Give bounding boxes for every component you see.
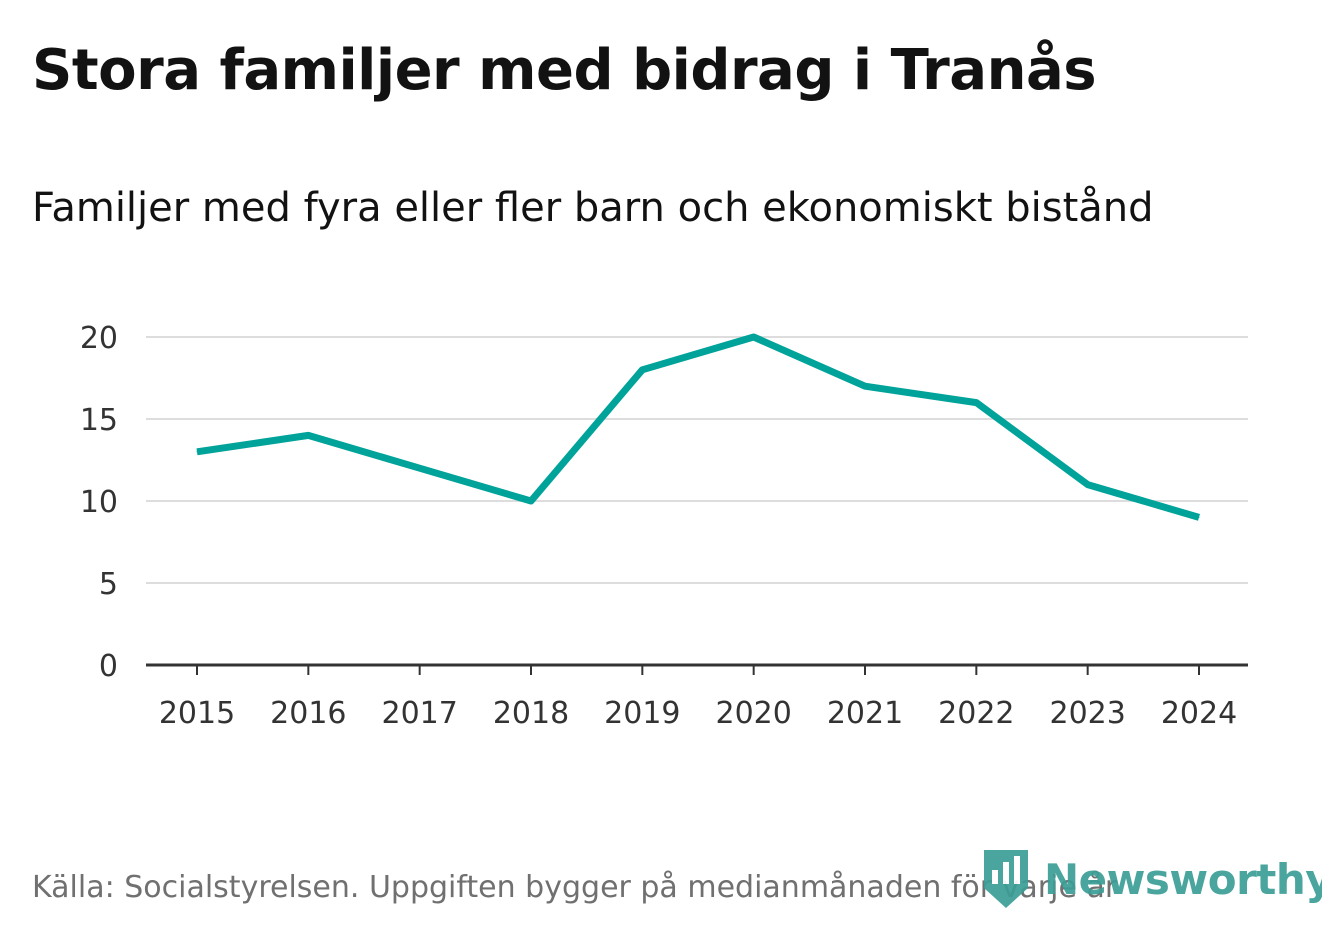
data-point	[1087, 484, 1089, 486]
data-point	[196, 451, 198, 453]
data-point	[641, 369, 643, 371]
x-tick-label: 2015	[159, 696, 235, 731]
y-tick-label: 15	[80, 403, 118, 438]
data-point	[1198, 516, 1200, 518]
data-point	[419, 467, 421, 469]
source-note: Källa: Socialstyrelsen. Uppgiften bygger…	[32, 870, 1118, 905]
y-tick-label: 20	[80, 321, 118, 356]
data-point	[530, 500, 532, 502]
y-tick-label: 10	[80, 485, 118, 520]
chart-title: Stora familjer med bidrag i Tranås	[32, 38, 1097, 103]
data-point	[307, 434, 309, 436]
x-tick-label: 2019	[604, 696, 680, 731]
data-point	[975, 402, 977, 404]
x-tick-label: 2016	[270, 696, 346, 731]
brand-name: Newsworthy	[1044, 854, 1322, 904]
x-tick-label: 2023	[1049, 696, 1125, 731]
x-tick-label: 2024	[1161, 696, 1237, 731]
x-tick-label: 2017	[381, 696, 457, 731]
x-tick-label: 2020	[715, 696, 791, 731]
y-tick-label: 5	[99, 567, 118, 602]
x-tick-label: 2022	[938, 696, 1014, 731]
x-tick-label: 2021	[827, 696, 903, 731]
chart-subtitle: Familjer med fyra eller fler barn och ek…	[32, 185, 1154, 231]
data-point	[753, 336, 755, 338]
newsworthy-logo-icon	[984, 850, 1028, 908]
data-point	[864, 385, 866, 387]
brand-logo: Newsworthy	[982, 848, 1322, 910]
series-line	[196, 333, 1200, 521]
y-tick-label: 0	[99, 649, 118, 684]
x-tick-label: 2018	[493, 696, 569, 731]
